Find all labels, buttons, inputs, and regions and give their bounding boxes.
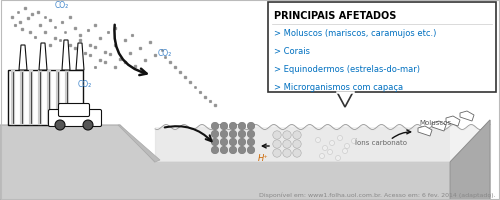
Circle shape <box>342 149 347 154</box>
Circle shape <box>293 131 301 140</box>
Circle shape <box>338 136 342 141</box>
Circle shape <box>211 123 219 130</box>
Circle shape <box>352 139 356 144</box>
Circle shape <box>273 149 281 157</box>
Circle shape <box>273 140 281 148</box>
Circle shape <box>320 154 324 159</box>
Circle shape <box>238 146 246 154</box>
Circle shape <box>220 146 228 154</box>
Circle shape <box>211 131 219 138</box>
Circle shape <box>220 131 228 138</box>
Circle shape <box>229 123 237 130</box>
FancyBboxPatch shape <box>268 3 496 93</box>
Text: CO₂: CO₂ <box>78 80 92 89</box>
Circle shape <box>211 139 219 146</box>
Text: Íons carbonato: Íons carbonato <box>355 139 407 146</box>
Circle shape <box>283 149 291 157</box>
Polygon shape <box>62 41 70 71</box>
Circle shape <box>328 150 332 155</box>
FancyArrowPatch shape <box>164 127 212 142</box>
Circle shape <box>247 139 255 146</box>
Circle shape <box>220 123 228 130</box>
Text: > Moluscos (mariscos, caramujos etc.): > Moluscos (mariscos, caramujos etc.) <box>274 29 436 38</box>
Circle shape <box>316 138 320 143</box>
Polygon shape <box>450 120 490 200</box>
Polygon shape <box>418 126 432 136</box>
Circle shape <box>322 146 328 151</box>
FancyArrowPatch shape <box>114 26 146 76</box>
Circle shape <box>283 131 291 140</box>
Circle shape <box>247 123 255 130</box>
Circle shape <box>238 123 246 130</box>
Circle shape <box>238 131 246 138</box>
Polygon shape <box>76 44 84 71</box>
Circle shape <box>344 144 350 149</box>
Polygon shape <box>155 127 450 162</box>
Circle shape <box>330 141 334 146</box>
Circle shape <box>273 131 281 140</box>
FancyArrowPatch shape <box>262 144 269 148</box>
Polygon shape <box>120 125 155 200</box>
Polygon shape <box>0 120 490 200</box>
Circle shape <box>238 139 246 146</box>
Polygon shape <box>460 111 474 121</box>
Polygon shape <box>19 46 27 71</box>
Circle shape <box>229 146 237 154</box>
Text: H⁺: H⁺ <box>258 154 268 163</box>
Text: > Corais: > Corais <box>274 47 310 56</box>
Polygon shape <box>432 121 446 131</box>
FancyArrowPatch shape <box>392 130 410 139</box>
Text: > Equinodermos (estrelas-do-mar): > Equinodermos (estrelas-do-mar) <box>274 65 420 74</box>
Circle shape <box>229 131 237 138</box>
Text: CO₂: CO₂ <box>158 48 172 57</box>
FancyBboxPatch shape <box>58 104 90 117</box>
Circle shape <box>211 146 219 154</box>
FancyBboxPatch shape <box>48 110 102 127</box>
Circle shape <box>83 120 93 130</box>
Circle shape <box>293 140 301 148</box>
Bar <box>8 71 83 125</box>
Text: > Microrganismos com capaça: > Microrganismos com capaça <box>274 83 403 92</box>
Bar <box>0 125 120 200</box>
Text: PRINCIPAIS AFETADOS: PRINCIPAIS AFETADOS <box>274 11 396 21</box>
Polygon shape <box>337 93 353 107</box>
Text: Moluscos: Moluscos <box>419 119 451 125</box>
Polygon shape <box>39 44 47 71</box>
Polygon shape <box>446 116 460 126</box>
Circle shape <box>247 146 255 154</box>
Text: Disponível em: www1.folha.uol.com.br. Acesso em: 6 fev. 2014 (adaptado).: Disponível em: www1.folha.uol.com.br. Ac… <box>260 192 496 197</box>
Circle shape <box>55 120 65 130</box>
Circle shape <box>336 156 340 161</box>
Polygon shape <box>118 125 160 162</box>
Circle shape <box>229 139 237 146</box>
Circle shape <box>283 140 291 148</box>
Text: CO₂: CO₂ <box>55 1 70 10</box>
Polygon shape <box>450 120 490 200</box>
Circle shape <box>247 131 255 138</box>
Circle shape <box>293 149 301 157</box>
Bar <box>155 162 450 200</box>
Circle shape <box>220 139 228 146</box>
